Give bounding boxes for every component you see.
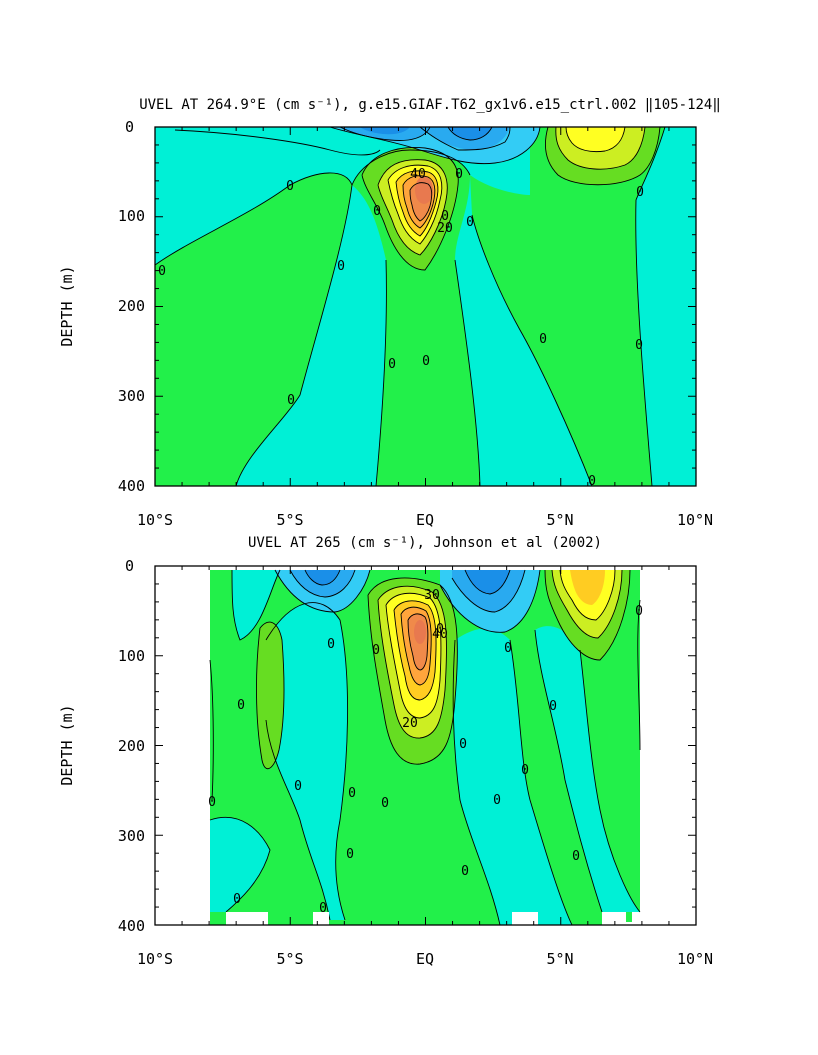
p1-clabel: 40 xyxy=(410,167,426,182)
p2-xtick-5N: 5°N xyxy=(546,950,573,968)
p1-clabel: 0 xyxy=(337,259,345,274)
p2-missing-a xyxy=(226,912,268,925)
p1-ytick-400: 400 xyxy=(118,477,145,495)
p1-clabel: 0 xyxy=(388,357,396,372)
p1-xtick-5S: 5°S xyxy=(276,511,303,529)
panel-observations: UVEL AT 265 (cm s⁻¹), Johnson et al (200… xyxy=(58,535,713,968)
p2-clabel: 0 xyxy=(327,637,335,652)
p2-missing-d xyxy=(602,912,626,925)
panel2-field xyxy=(209,569,641,925)
p2-xtick-10N: 10°N xyxy=(677,950,713,968)
p1-region-0-10-central xyxy=(352,150,480,486)
p1-clabel: 0 xyxy=(422,354,430,369)
p2-clabel: 0 xyxy=(461,864,469,879)
panel2-contour-labels: 0 0 0 0 0 0 0 0 0 0 0 0 0 0 0 0 0 30 40 … xyxy=(208,588,643,916)
p2-ytick-200: 200 xyxy=(118,737,145,755)
p1-ytick-300: 300 xyxy=(118,387,145,405)
p2-xtick-5S: 5°S xyxy=(276,950,303,968)
p2-region-cyan-c xyxy=(453,628,572,925)
p2-clabel: 0 xyxy=(233,892,241,907)
panel2-yticklabels: 0 100 200 300 400 xyxy=(118,557,145,935)
p2-ytick-0: 0 xyxy=(125,557,134,575)
p1-xtick-10S: 10°S xyxy=(137,511,173,529)
p1-clabel: 0 xyxy=(466,215,474,230)
p2-clabel: 0 xyxy=(381,796,389,811)
p2-clabel: 0 xyxy=(635,604,643,619)
p2-region-cyan-d xyxy=(535,626,640,912)
p2-clabel: 0 xyxy=(549,699,557,714)
p2-ytick-300: 300 xyxy=(118,827,145,845)
p2-missing-c xyxy=(512,912,538,925)
p1-clabel: 0 xyxy=(287,393,295,408)
p2-xtick-10S: 10°S xyxy=(137,950,173,968)
p2-clabel: 0 xyxy=(319,901,327,916)
p1-clabel: 0 xyxy=(158,264,166,279)
p2-region-sec-north-30 xyxy=(465,570,510,594)
p2-clabel: 0 xyxy=(372,643,380,658)
p2-region-necc-50 xyxy=(570,570,605,605)
p1-clabel: 0 xyxy=(286,179,294,194)
p1-clabel: 0 xyxy=(373,204,381,219)
p2-clabel: 0 xyxy=(521,763,529,778)
p1-clabel: 0 xyxy=(441,209,449,224)
p2-clabel: 0 xyxy=(504,641,512,656)
p2-region-cyan-b xyxy=(266,602,348,920)
p1-ytick-200: 200 xyxy=(118,297,145,315)
p1-region-0-10-east xyxy=(470,127,665,486)
panel1-xticklabels: 10°S 5°S EQ 5°N 10°N xyxy=(137,511,713,529)
p2-clabel: 40 xyxy=(432,627,448,642)
p2-region-cyan-e xyxy=(210,817,270,912)
panel1-yticklabels: 0 100 200 300 400 xyxy=(118,118,145,495)
p2-ytick-100: 100 xyxy=(118,647,145,665)
p1-clabel: 0 xyxy=(455,167,463,182)
p1-clabel: 0 xyxy=(636,185,644,200)
p1-ytick-0: 0 xyxy=(125,118,134,136)
panel-model: UVEL AT 264.9°E (cm s⁻¹), g.e15.GIAF.T62… xyxy=(58,97,721,529)
panel2-xticklabels: 10°S 5°S EQ 5°N 10°N xyxy=(137,950,713,968)
panel1-field xyxy=(155,127,696,486)
p2-region-sec-south-30 xyxy=(305,570,340,585)
p2-clabel: 0 xyxy=(459,737,467,752)
panel2-title: UVEL AT 265 (cm s⁻¹), Johnson et al (200… xyxy=(248,535,602,551)
p1-clabel: 0 xyxy=(539,332,547,347)
p2-clabel: 0 xyxy=(237,698,245,713)
p2-region-green-stripe xyxy=(256,622,284,769)
panel2-ylabel: DEPTH (m) xyxy=(58,704,76,785)
p1-xtick-EQ: EQ xyxy=(416,511,434,529)
p2-ytick-400: 400 xyxy=(118,917,145,935)
p2-clabel: 0 xyxy=(572,849,580,864)
panel1-title: UVEL AT 264.9°E (cm s⁻¹), g.e15.GIAF.T62… xyxy=(139,97,721,113)
p1-region-0-10-west xyxy=(155,172,352,486)
p2-region-core xyxy=(414,620,426,644)
p1-ytick-100: 100 xyxy=(118,207,145,225)
panel1-ticks xyxy=(154,126,697,487)
p2-clabel: 0 xyxy=(436,622,444,637)
p1-clabel: 20 xyxy=(437,221,453,236)
p2-clabel: 0 xyxy=(346,847,354,862)
p2-xtick-EQ: EQ xyxy=(416,950,434,968)
p1-clabel: 0 xyxy=(588,474,596,489)
panel1-ylabel: DEPTH (m) xyxy=(58,265,76,346)
panel1-contour-labels: 0 0 0 0 0 0 0 0 0 0 0 40 20 0 0 0 xyxy=(158,167,644,489)
p2-clabel: 20 xyxy=(402,716,418,731)
p2-clabel: 0 xyxy=(294,779,302,794)
p1-xtick-5N: 5°N xyxy=(546,511,573,529)
p2-clabel: 0 xyxy=(208,795,216,810)
p2-clabel: 0 xyxy=(493,793,501,808)
panel2-ticks xyxy=(154,565,697,926)
p1-region-sec-30b xyxy=(360,127,410,135)
p1-region-necc-40 xyxy=(566,127,625,152)
p2-clabel: 0 xyxy=(348,786,356,801)
p1-xtick-10N: 10°N xyxy=(677,511,713,529)
p1-clabel: 0 xyxy=(635,338,643,353)
p2-clabel: 30 xyxy=(424,588,440,603)
p2-region-cyan-a xyxy=(232,570,280,640)
